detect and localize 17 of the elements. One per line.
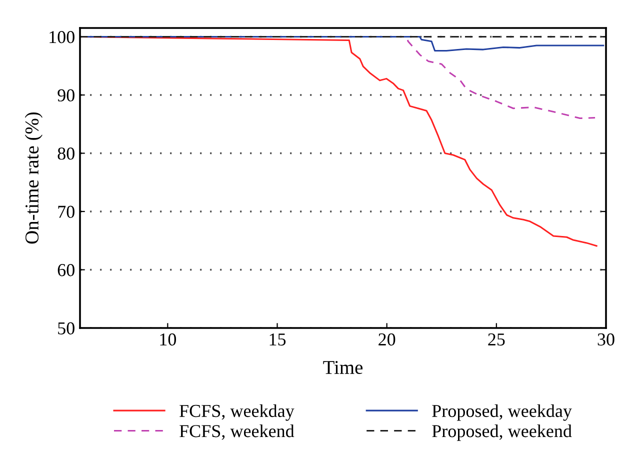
y-tick-label: 100 (50, 30, 74, 44)
x-tick-label: 15 (270, 333, 286, 346)
x-axis-title: Time (323, 360, 363, 374)
legend-label: FCFS, weekend (180, 424, 294, 440)
legend-label: FCFS, weekday (180, 404, 294, 421)
y-axis-title: On-time rate (%) (24, 112, 42, 244)
x-tick-label: 25 (488, 333, 505, 346)
y-tick-label: 90 (58, 89, 74, 102)
y-tick-label: 70 (58, 206, 74, 218)
y-tick-label: 80 (58, 148, 74, 160)
y-tick-label: 60 (58, 264, 74, 276)
x-tick-label: 30 (598, 333, 614, 346)
y-tick-label: 50 (58, 322, 74, 334)
legend-label: Proposed, weekend (432, 424, 572, 441)
x-tick-label: 20 (378, 333, 396, 346)
x-tick-label: 10 (160, 333, 176, 346)
legend-label: Proposed, weekday (432, 404, 572, 421)
